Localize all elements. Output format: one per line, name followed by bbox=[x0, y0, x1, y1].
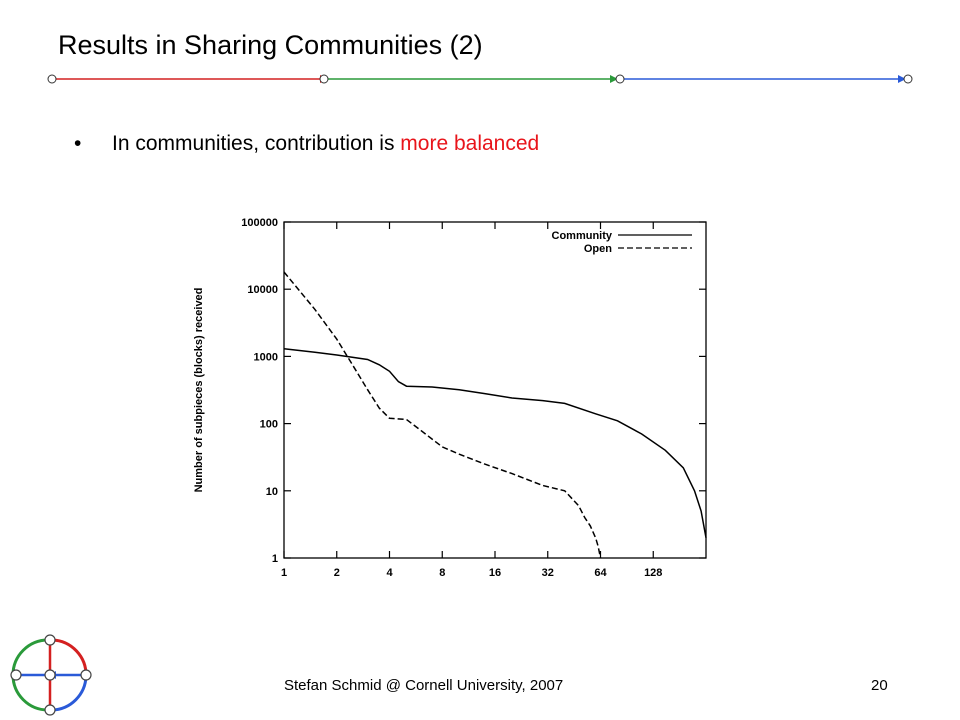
bullet-text-plain: In communities, contribution is bbox=[112, 132, 401, 155]
network-logo-icon bbox=[10, 634, 92, 716]
plot-frame bbox=[283, 221, 707, 559]
y-tick-label: 1000 bbox=[254, 351, 278, 363]
bullet-text: In communities, contribution is more bal… bbox=[112, 132, 539, 156]
divider-node bbox=[903, 74, 913, 84]
legend: Community Open bbox=[552, 230, 692, 255]
divider-node bbox=[47, 74, 57, 84]
divider-arrow-green bbox=[610, 75, 618, 83]
divider-node bbox=[319, 74, 329, 84]
y-tick-label: 1 bbox=[272, 553, 278, 565]
legend-label-open: Open bbox=[584, 243, 612, 255]
title-divider bbox=[47, 74, 913, 84]
slide-title: Results in Sharing Communities (2) bbox=[58, 30, 483, 60]
x-tick-label: 4 bbox=[386, 567, 393, 579]
y-tick-label: 100000 bbox=[241, 217, 278, 229]
subpieces-chart: 1 10 100 1000 10000 100000 1 2 4 8 16 32 64 128 Numbe… bbox=[193, 217, 707, 579]
legend-label-community: Community bbox=[552, 230, 613, 242]
series-line-community bbox=[283, 347, 707, 538]
y-tick-label: 100 bbox=[260, 419, 278, 431]
x-tick-label: 128 bbox=[644, 567, 662, 579]
x-tick-label: 64 bbox=[594, 567, 607, 579]
x-tick-label: 32 bbox=[542, 567, 554, 579]
y-tick-label: 10 bbox=[266, 486, 278, 498]
x-tick-label: 8 bbox=[439, 567, 445, 579]
footer-credit: Stefan Schmid @ Cornell University, 2007 bbox=[284, 677, 564, 694]
divider-node bbox=[615, 74, 625, 84]
x-tick-label: 2 bbox=[334, 567, 340, 579]
bullet-text-highlight: more balanced bbox=[400, 132, 540, 155]
bullet-dot: • bbox=[74, 132, 82, 155]
x-tick-label: 16 bbox=[489, 567, 501, 579]
page-number: 20 bbox=[871, 677, 888, 694]
series-line-open bbox=[283, 271, 602, 559]
y-axis-label: Number of subpieces (blocks) received bbox=[193, 288, 205, 493]
divider-arrow-blue bbox=[898, 75, 906, 83]
x-tick-label: 1 bbox=[281, 567, 287, 579]
y-tick-label: 10000 bbox=[247, 284, 278, 296]
